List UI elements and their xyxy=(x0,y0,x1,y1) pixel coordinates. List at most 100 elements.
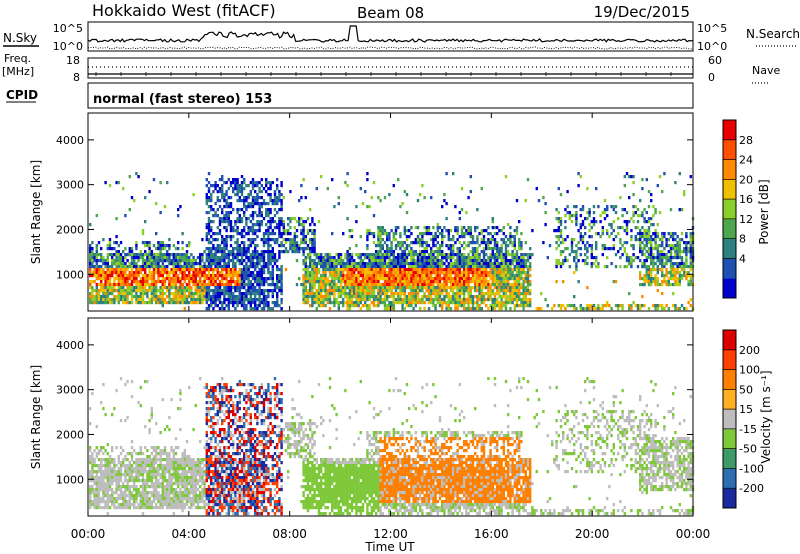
range-gate-cell xyxy=(104,289,107,293)
range-gate-cell xyxy=(106,256,109,260)
range-gate-cell xyxy=(656,250,659,254)
range-gate-cell xyxy=(390,274,393,278)
range-gate-cell xyxy=(491,238,494,242)
range-gate-cell xyxy=(106,274,109,278)
range-gate-cell xyxy=(218,247,222,251)
range-gate-cell xyxy=(674,253,677,257)
range-gate-cell xyxy=(399,259,402,263)
range-gate-cell xyxy=(135,172,138,176)
range-gate-cell xyxy=(218,244,222,248)
range-gate-cell xyxy=(199,271,202,275)
range-gate-cell xyxy=(689,262,692,266)
range-gate-cell xyxy=(645,220,648,224)
range-gate-cell xyxy=(221,256,224,260)
range-gate-cell xyxy=(665,238,668,242)
range-gate-cell xyxy=(227,259,230,263)
range-gate-cell xyxy=(298,217,301,221)
range-gate-cell xyxy=(595,256,598,260)
range-gate-cell xyxy=(168,247,171,251)
range-gate-cell xyxy=(476,265,479,269)
range-gate-cell xyxy=(471,241,475,245)
range-gate-cell xyxy=(179,283,182,287)
range-gate-cell xyxy=(480,307,483,311)
range-gate-cell xyxy=(254,247,257,251)
range-gate-cell xyxy=(513,283,516,287)
range-gate-cell xyxy=(678,280,681,284)
range-gate-cell xyxy=(412,259,415,263)
range-gate-cell xyxy=(601,253,604,257)
range-gate-cell xyxy=(166,181,169,185)
y-tick-label: 2000 xyxy=(56,223,84,236)
range-gate-cell xyxy=(269,277,272,281)
range-gate-cell xyxy=(454,253,457,257)
range-gate-cell xyxy=(227,262,230,266)
range-gate-cell xyxy=(320,283,323,287)
range-gate-cell xyxy=(463,292,466,296)
range-gate-cell xyxy=(663,247,666,251)
range-gate-cell xyxy=(601,229,604,233)
range-gate-cell xyxy=(641,283,644,287)
range-gate-cell xyxy=(372,289,376,293)
range-gate-cell xyxy=(271,289,274,293)
range-gate-cell xyxy=(265,265,268,269)
range-gate-cell xyxy=(529,292,532,296)
range-gate-cell xyxy=(427,277,431,281)
range-gate-cell xyxy=(269,226,272,230)
range-gate-cell xyxy=(108,271,112,275)
range-gate-cell xyxy=(493,286,497,290)
range-gate-cell xyxy=(251,262,255,266)
range-gate-cell xyxy=(216,289,219,293)
range-gate-cell xyxy=(322,277,325,281)
range-gate-cell xyxy=(383,292,387,296)
range-gate-cell xyxy=(170,286,173,290)
range-gate-cell xyxy=(245,298,248,302)
range-gate-cell xyxy=(97,253,101,257)
range-gate-cell xyxy=(529,253,532,257)
range-gate-cell xyxy=(251,199,255,203)
range-gate-cell xyxy=(339,286,343,290)
range-gate-cell xyxy=(480,283,483,287)
range-gate-cell xyxy=(119,280,123,284)
range-gate-cell xyxy=(469,301,472,305)
range-gate-cell xyxy=(150,259,153,263)
range-gate-cell xyxy=(412,262,415,266)
range-gate-cell xyxy=(181,271,184,275)
range-gate-cell xyxy=(188,244,191,248)
colorbar-segment xyxy=(723,120,736,141)
range-gate-cell xyxy=(632,211,635,215)
range-gate-cell xyxy=(678,262,681,266)
range-gate-cell xyxy=(577,184,580,188)
range-gate-cell xyxy=(511,271,514,275)
range-gate-cell xyxy=(276,301,279,305)
range-gate-cell xyxy=(381,232,384,236)
range-gate-cell xyxy=(238,190,241,194)
range-gate-cell xyxy=(498,229,501,233)
range-gate-cell xyxy=(623,265,626,269)
range-gate-cell xyxy=(91,473,94,477)
range-gate-cell xyxy=(313,259,316,263)
range-gate-cell xyxy=(639,229,642,233)
range-gate-cell xyxy=(185,301,189,305)
range-gate-cell xyxy=(221,190,224,194)
range-gate-cell xyxy=(502,277,505,281)
range-gate-cell xyxy=(251,214,255,218)
range-gate-cell xyxy=(172,277,175,281)
range-gate-cell xyxy=(476,250,479,254)
range-gate-cell xyxy=(665,259,668,263)
range-gate-cell xyxy=(229,301,233,305)
range-gate-cell xyxy=(381,301,384,305)
range-gate-cell xyxy=(641,295,644,299)
range-gate-cell xyxy=(564,247,567,251)
range-gate-cell xyxy=(306,229,310,233)
range-gate-cell xyxy=(115,265,118,269)
range-gate-cell xyxy=(280,289,283,293)
range-gate-cell xyxy=(388,262,391,266)
range-gate-cell xyxy=(183,274,186,278)
range-gate-cell xyxy=(324,304,327,308)
range-gate-cell xyxy=(438,274,442,278)
range-gate-cell xyxy=(683,271,686,275)
range-gate-cell xyxy=(621,307,624,311)
range-gate-cell xyxy=(295,235,299,239)
range-gate-cell xyxy=(247,265,250,269)
range-gate-cell xyxy=(342,262,345,266)
